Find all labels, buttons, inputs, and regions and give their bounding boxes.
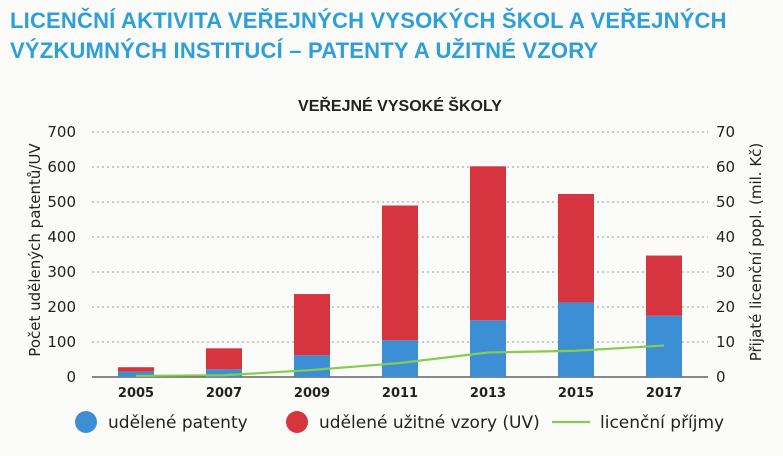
y2-tick-label: 0 (716, 368, 726, 386)
y-tick-label: 300 (47, 263, 76, 281)
x-tick-label: 2015 (558, 386, 594, 401)
bar-utility-models (470, 166, 506, 321)
legend: udělené patenty udělené užitné vzory (UV)… (75, 411, 724, 433)
y-tick-label: 500 (47, 193, 76, 211)
y-tick-label: 100 (47, 333, 76, 351)
legend-label: licenční příjmy (600, 413, 724, 433)
chart-title: VEŘEJNÉ VYSOKÉ ŠKOLY (298, 96, 502, 115)
bars (118, 166, 682, 377)
left-axis: 0 100 200 300 400 500 600 700 (47, 123, 76, 386)
legend-label: udělené patenty (108, 413, 248, 433)
bar-patents (470, 320, 506, 377)
legend-swatch (286, 411, 308, 433)
x-tick-label: 2013 (470, 386, 506, 401)
bar-utility-models (206, 348, 242, 370)
y-tick-label: 400 (47, 228, 76, 246)
bar-patents (118, 371, 154, 377)
y2-tick-label: 20 (716, 298, 735, 316)
y2-tick-label: 70 (716, 123, 735, 141)
bar-utility-models (382, 205, 418, 341)
right-axis: 0 10 20 30 40 50 60 70 (716, 123, 735, 386)
bar-utility-models (294, 294, 330, 356)
y2-tick-label: 60 (716, 158, 735, 176)
x-axis: 2005 2007 2009 2011 2013 2015 2017 (118, 386, 682, 401)
y-tick-label: 0 (66, 368, 76, 386)
y-tick-label: 700 (47, 123, 76, 141)
bar-utility-models (118, 367, 154, 372)
x-tick-label: 2005 (118, 386, 154, 401)
bar-patents (382, 340, 418, 377)
main-title-line2: VÝZKUMNÝCH INSTITUCÍ – PATENTY A UŽITNÉ … (10, 38, 599, 63)
y2-tick-label: 30 (716, 263, 735, 281)
y-tick-label: 200 (47, 298, 76, 316)
y2-tick-label: 50 (716, 193, 735, 211)
y-tick-label: 600 (47, 158, 76, 176)
x-tick-label: 2009 (294, 386, 330, 401)
main-title-line1: LICENČNÍ AKTIVITA VEŘEJNÝCH VYSOKÝCH ŠKO… (10, 8, 727, 33)
bar-patents (558, 302, 594, 377)
y2-tick-label: 10 (716, 333, 735, 351)
bar-utility-models (646, 255, 682, 316)
x-tick-label: 2017 (646, 386, 682, 401)
bar-patents (294, 355, 330, 377)
bar-patents (206, 369, 242, 377)
line-series (135, 344, 665, 378)
main-title: LICENČNÍ AKTIVITA VEŘEJNÝCH VYSOKÝCH ŠKO… (10, 6, 780, 66)
x-tick-label: 2011 (382, 386, 418, 401)
bar-utility-models (558, 193, 594, 303)
line-licence-income (135, 344, 665, 378)
y2-axis-label: Přijaté licenční popl. (mil. Kč) (747, 143, 765, 362)
legend-label: udělené užitné vzory (UV) (319, 413, 540, 433)
legend-swatch (75, 411, 97, 433)
y-axis-label: Počet udělených patentů/UV (26, 143, 44, 357)
y2-tick-label: 40 (716, 228, 735, 246)
x-tick-label: 2007 (206, 386, 242, 401)
